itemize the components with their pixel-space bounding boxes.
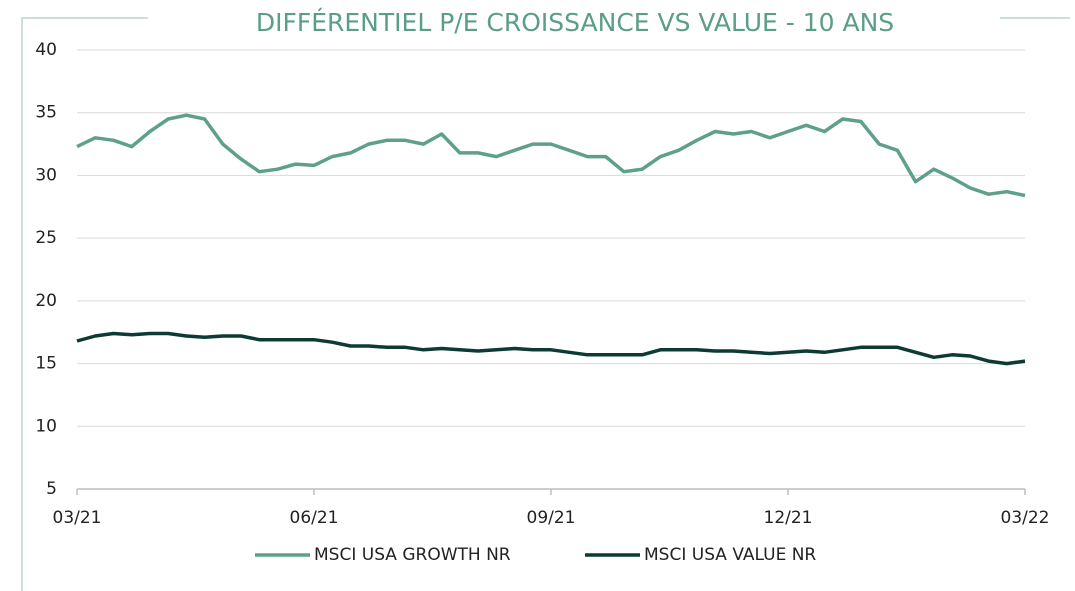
y-tick-label: 25 xyxy=(35,228,57,248)
x-tick-label: 12/21 xyxy=(764,508,813,528)
y-tick-label: 15 xyxy=(35,354,57,374)
y-tick-label: 30 xyxy=(35,165,57,185)
x-tick-label: 06/21 xyxy=(290,508,339,528)
x-tick-label: 03/22 xyxy=(1001,508,1050,528)
line-series xyxy=(76,331,1026,366)
x-tick-label: 03/21 xyxy=(53,508,102,528)
y-tick-label: 5 xyxy=(46,479,57,499)
x-tick-label: 09/21 xyxy=(527,508,576,528)
y-tick-label: 20 xyxy=(35,291,57,311)
line-series xyxy=(76,113,1026,198)
frame xyxy=(21,17,1070,591)
legend-label: MSCI USA VALUE NR xyxy=(644,545,816,565)
y-tick-label: 40 xyxy=(35,40,57,60)
y-tick-label: 10 xyxy=(35,416,57,436)
y-tick-label: 35 xyxy=(35,103,57,123)
legend-label: MSCI USA GROWTH NR xyxy=(314,545,511,565)
chart-title: DIFFÉRENTIEL P/E CROISSANCE VS VALUE - 1… xyxy=(256,8,894,37)
